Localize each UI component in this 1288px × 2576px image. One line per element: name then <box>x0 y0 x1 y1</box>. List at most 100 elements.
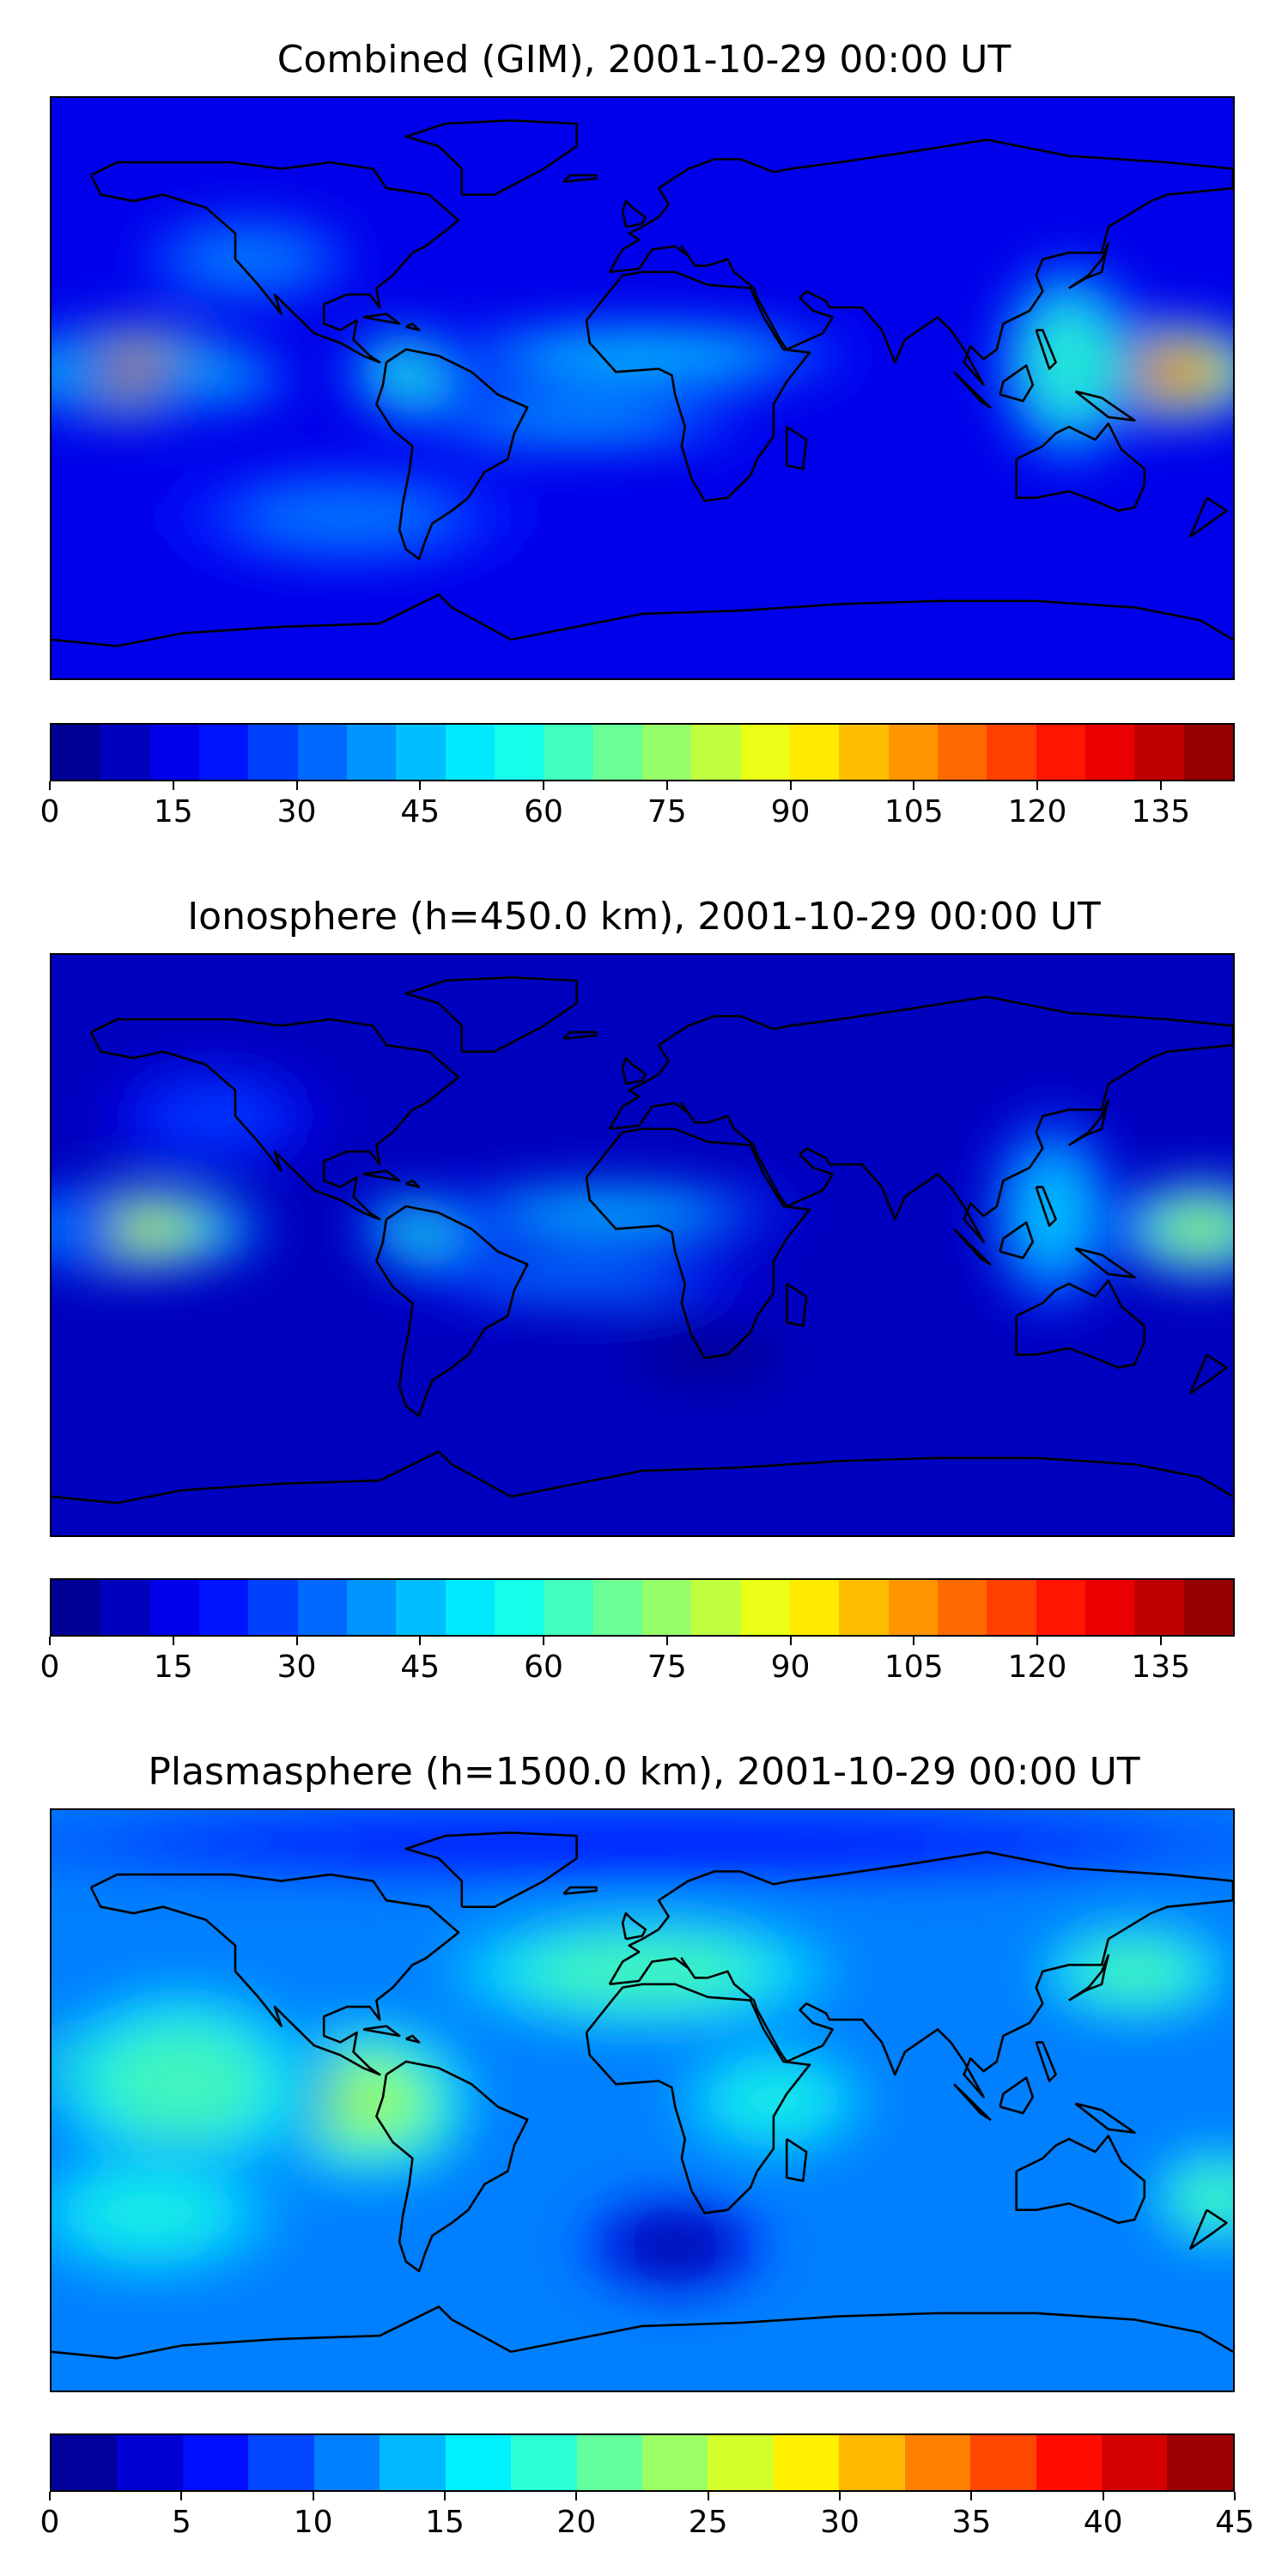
colorbar-tick-mark <box>839 2492 841 2500</box>
colorbar-level <box>494 1580 544 1635</box>
coastline <box>1074 2102 1136 2134</box>
field-contour <box>532 1938 753 2004</box>
colorbar-level <box>149 1580 199 1635</box>
colorbar-level <box>740 725 790 780</box>
colorbar-level <box>100 1580 150 1635</box>
map-canvas <box>52 955 1233 1535</box>
colorbar-tick-label: 120 <box>1007 794 1067 829</box>
colorbar-level <box>970 2435 1036 2490</box>
colorbar-tick-mark <box>444 2492 446 2500</box>
colorbar-tick-label: 90 <box>770 794 811 829</box>
colorbar-level <box>346 1580 397 1635</box>
colorbar-level <box>1167 2435 1233 2490</box>
colorbar-level <box>511 2435 577 2490</box>
colorbar-level <box>198 1580 249 1635</box>
coastline <box>785 1283 808 1327</box>
colorbar-level <box>52 1580 101 1635</box>
colorbar-level <box>773 2435 840 2490</box>
colorbar-tick-mark <box>49 1637 51 1645</box>
field-contour <box>1079 1944 1190 1999</box>
coastline <box>785 426 808 471</box>
coastline <box>1015 422 1146 512</box>
coastline <box>404 976 578 1053</box>
colorbar-tick-label: 15 <box>153 794 193 829</box>
field-contour <box>52 1211 92 1248</box>
field-contour <box>1180 2170 1233 2225</box>
colorbar-tick-mark <box>970 2492 973 2500</box>
colorbar-tick-label: 60 <box>524 1649 563 1685</box>
colorbar-tick-mark <box>295 781 298 790</box>
colorbar-level <box>789 725 840 780</box>
colorbar-level <box>839 2435 905 2490</box>
panel-2-colorbar-ticks: 0 15 30 45 60 75 90 105 120 135 <box>40 1637 1235 1685</box>
coastline <box>89 161 460 364</box>
colorbar-tick-label: 40 <box>1083 2505 1123 2540</box>
colorbar-tick-mark <box>1036 781 1038 790</box>
colorbar-level <box>494 725 544 780</box>
coastline <box>585 1127 811 1359</box>
colorbar-level <box>888 725 938 780</box>
coastline <box>375 348 529 561</box>
colorbar-tick-label: 135 <box>1131 794 1191 829</box>
colorbar-tick-label: 25 <box>688 2505 728 2540</box>
colorbar-level <box>445 2435 512 2490</box>
colorbar-level <box>544 725 593 780</box>
coastlines <box>52 119 1233 647</box>
coastline <box>375 1205 529 1418</box>
coastline <box>621 1056 647 1085</box>
colorbar-tick-label: 30 <box>820 2505 860 2540</box>
coastline <box>362 313 401 325</box>
coastline <box>1015 1279 1146 1369</box>
colorbar-level <box>445 1580 495 1635</box>
colorbar-level <box>248 2435 314 2490</box>
field-contour <box>1156 1203 1233 1255</box>
colorbar-tick-mark <box>419 781 422 790</box>
coastline <box>1189 2208 1228 2251</box>
colorbar-level <box>1183 725 1233 780</box>
coastline <box>999 2076 1035 2115</box>
panel-2-colorbar <box>50 1578 1235 1637</box>
coastline <box>562 1030 598 1040</box>
colorbar-level <box>641 725 692 780</box>
colorbar-tick-mark <box>913 1637 915 1645</box>
colorbar-level <box>248 1580 298 1635</box>
colorbar-level <box>544 1580 593 1635</box>
colorbar-tick-label: 60 <box>524 794 563 829</box>
coastline <box>608 1850 1233 2099</box>
field-contour <box>160 1091 271 1142</box>
coastline <box>1035 329 1057 370</box>
coastline <box>52 2306 1233 2360</box>
colorbar-level <box>576 2435 642 2490</box>
colorbar-level <box>346 725 397 780</box>
panel-3-title: Plasmasphere (h=1500.0 km), 2001-10-29 0… <box>148 1750 1140 1794</box>
colorbar-level <box>52 2435 118 2490</box>
colorbar-tick-label: 20 <box>556 2505 597 2540</box>
panel-1-title: Combined (GIM), 2001-10-29 00:00 UT <box>276 38 1012 82</box>
colorbar-tick-label: 30 <box>276 1649 317 1685</box>
map-canvas <box>52 98 1233 678</box>
colorbar-level <box>100 725 150 780</box>
colorbar-level <box>1102 2435 1168 2490</box>
colorbar-level <box>297 725 347 780</box>
colorbar-tick-mark <box>49 781 51 790</box>
coastline <box>405 2034 421 2044</box>
colorbar-level <box>149 725 199 780</box>
coastline <box>362 1170 401 1182</box>
colorbar-level <box>691 725 741 780</box>
colorbar-tick-mark <box>543 1637 544 1645</box>
colorbar-tick-mark <box>913 781 915 790</box>
colorbar-level <box>904 2435 971 2490</box>
field-contour <box>517 1198 702 1228</box>
field-contour <box>532 339 753 373</box>
colorbar-tick-mark <box>1036 1637 1038 1645</box>
coastline <box>362 2025 401 2038</box>
colorbar-level <box>839 1580 889 1635</box>
panel-3-map <box>50 1808 1235 2392</box>
field-contour <box>52 354 92 391</box>
colorbar-level <box>987 1580 1036 1635</box>
panel-2-map <box>50 953 1235 1537</box>
colorbar-level <box>445 725 495 780</box>
colorbar-level <box>1036 1580 1085 1635</box>
coastline <box>562 173 598 183</box>
panel-2-title: Ionosphere (h=450.0 km), 2001-10-29 00:0… <box>187 895 1101 939</box>
